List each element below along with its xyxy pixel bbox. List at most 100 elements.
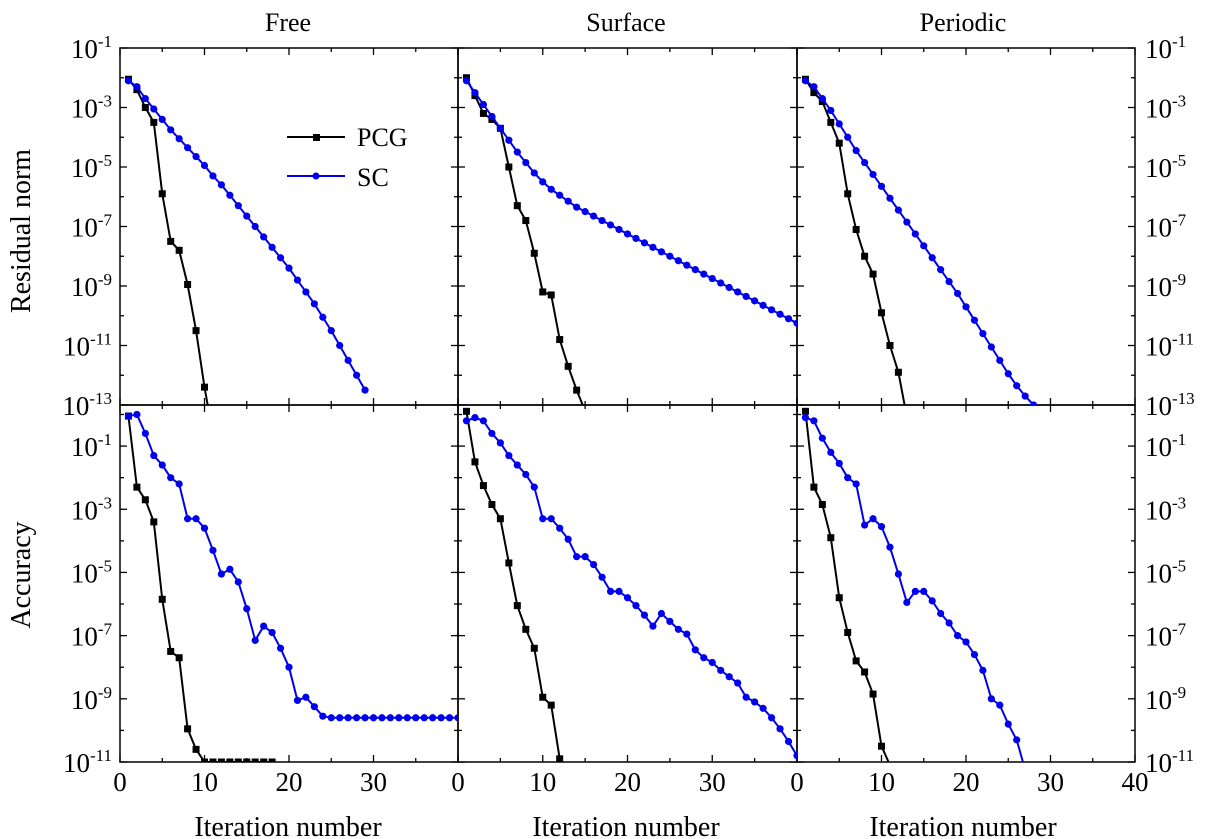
data-point-pcg: [201, 758, 208, 762]
data-point-sc: [184, 144, 192, 152]
data-point-sc: [666, 617, 674, 626]
data-point-sc: [649, 243, 657, 251]
data-point-pcg: [226, 758, 234, 762]
data-point-sc: [141, 429, 149, 438]
data-point-sc: [903, 598, 911, 607]
x-tick-label: 20: [614, 767, 641, 797]
y-tick-exponent: -9: [1172, 270, 1186, 289]
y-tick-exponent: -13: [1172, 389, 1195, 408]
data-point-sc: [429, 714, 437, 722]
data-point-sc: [581, 208, 589, 216]
data-point-sc: [734, 288, 742, 296]
data-point-sc: [606, 221, 615, 229]
data-point-sc: [319, 313, 327, 321]
data-point-sc: [827, 448, 835, 456]
data-point-sc: [209, 172, 217, 180]
panel-frame: [457, 47, 798, 406]
tick-labels-layer: 10-1 10-110-3 10-310-5 10-510-7 10-710-9 10-9…: [62, 32, 1194, 797]
y-tick-base: 10: [71, 495, 98, 525]
data-point-pcg: [573, 386, 581, 394]
data-point-pcg: [852, 225, 860, 233]
x-axis-label-free: Iteration number: [194, 812, 382, 839]
panel-series-surface-residual: [462, 74, 797, 405]
data-point-pcg: [539, 288, 547, 296]
y-tick-base: 10: [62, 391, 89, 421]
data-point-sc: [759, 301, 767, 309]
data-point-pcg: [903, 765, 910, 772]
y-tick-exponent: -7: [1172, 211, 1187, 230]
x-tick-label: 20: [953, 767, 980, 797]
data-point-pcg: [150, 118, 158, 126]
data-point-sc: [861, 521, 869, 529]
data-point-sc: [403, 714, 411, 722]
series-line-pcg: [465, 411, 564, 762]
y-tick-exponent: -9: [98, 270, 112, 289]
data-point-sc: [818, 434, 826, 442]
data-point-sc: [691, 646, 699, 654]
data-point-sc: [445, 714, 454, 722]
data-point-sc: [285, 264, 293, 272]
data-point-pcg: [522, 625, 530, 633]
data-point-pcg: [818, 501, 826, 509]
data-point-pcg: [479, 109, 487, 117]
data-point-sc: [386, 714, 394, 722]
y-tick-base: 10: [71, 272, 98, 302]
data-point-pcg: [234, 758, 242, 762]
data-point-sc: [1004, 720, 1012, 728]
data-point-sc: [471, 414, 479, 422]
data-point-sc: [150, 451, 158, 460]
data-point-sc: [725, 283, 733, 292]
data-point-sc: [793, 752, 797, 760]
y-tick-base: 10: [71, 558, 98, 588]
legend-marker-pcg: [313, 134, 320, 141]
data-point-sc: [742, 292, 750, 301]
data-point-sc: [234, 202, 242, 210]
column-titles: Free Surface Periodic: [265, 8, 1006, 37]
y-tick-label-right: 10-11: [1145, 746, 1194, 778]
data-point-sc: [539, 515, 547, 523]
x-axis-label-surface: Iteration number: [532, 812, 720, 839]
data-point-sc: [683, 630, 691, 638]
data-point-sc: [539, 178, 547, 186]
data-point-pcg: [590, 766, 597, 773]
data-point-pcg: [539, 693, 547, 701]
y-tick-exponent: -11: [90, 330, 112, 349]
data-point-sc: [217, 570, 225, 578]
y-tick-label-right: 10-5: [1145, 151, 1186, 183]
data-point-sc: [412, 714, 420, 722]
data-point-sc: [496, 124, 504, 132]
data-point-sc: [861, 158, 869, 167]
data-point-sc: [133, 410, 141, 419]
panel-frame: [119, 404, 459, 763]
data-point-sc: [598, 216, 606, 225]
data-point-sc: [886, 194, 894, 202]
series-line-pcg: [127, 415, 273, 762]
data-point-sc: [369, 714, 378, 722]
data-point-pcg: [522, 217, 530, 225]
data-point-sc: [327, 714, 335, 722]
data-point-sc: [150, 105, 158, 113]
data-point-sc: [344, 714, 352, 722]
y-tick-base: 10: [1145, 558, 1172, 588]
data-point-sc: [657, 609, 666, 618]
data-point-pcg: [217, 758, 225, 762]
panel-frame: [796, 404, 1136, 763]
data-point-sc: [462, 417, 471, 425]
data-point-sc: [319, 712, 327, 720]
x-tick-label: 0: [790, 767, 804, 797]
data-point-sc: [691, 266, 699, 274]
y-tick-base: 10: [71, 34, 98, 64]
data-point-sc: [598, 573, 606, 581]
y-tick-base: 10: [1145, 332, 1172, 362]
x-tick-label: 10: [868, 767, 895, 797]
y-tick-label-right: 10-1: [1145, 430, 1186, 462]
y-tick-base: 10: [1145, 495, 1172, 525]
data-point-pcg: [861, 252, 869, 260]
data-point-pcg: [903, 413, 910, 420]
data-point-sc: [479, 417, 488, 425]
data-point-sc: [945, 619, 953, 627]
data-point-sc: [996, 356, 1004, 364]
y-tick-label-right: 10-9: [1145, 683, 1186, 715]
data-point-sc: [1021, 392, 1029, 400]
data-point-sc: [767, 714, 776, 722]
